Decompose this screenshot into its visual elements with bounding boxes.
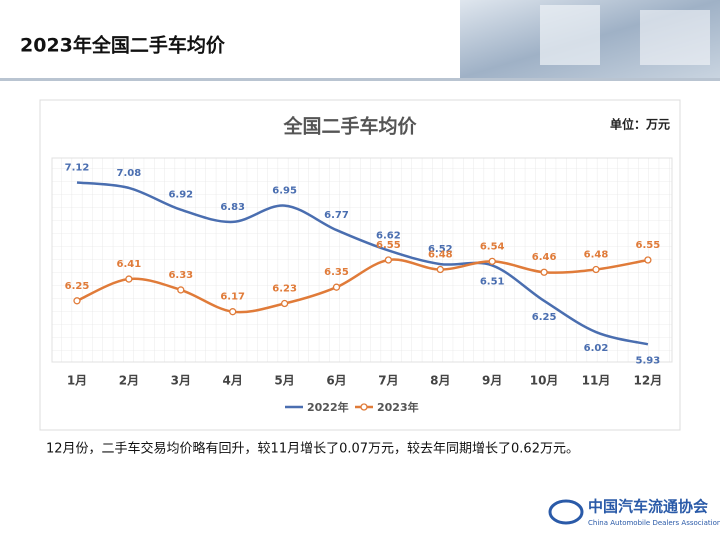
point-marker — [73, 297, 81, 305]
data-label: 6.02 — [584, 343, 609, 354]
x-tick-label: 6月 — [326, 374, 346, 388]
data-label: 6.46 — [532, 252, 557, 263]
data-label: 5.93 — [636, 355, 661, 366]
slide-title: 2023年全国二手车均价 — [20, 34, 226, 57]
logo-icon — [548, 499, 584, 525]
data-label: 6.77 — [324, 210, 349, 221]
data-label: 6.55 — [636, 240, 661, 251]
data-label: 6.55 — [376, 240, 401, 251]
x-tick-label: 2月 — [119, 374, 139, 388]
data-label: 6.41 — [117, 259, 142, 270]
legend-marker — [360, 403, 368, 411]
series-line — [76, 181, 649, 346]
data-label: 6.23 — [272, 284, 297, 295]
x-tick-label: 8月 — [430, 374, 450, 388]
x-tick-label: 9月 — [482, 374, 502, 388]
data-label: 7.08 — [117, 168, 142, 179]
data-label: 6.25 — [65, 281, 90, 292]
point-marker — [384, 256, 393, 264]
x-tick-label: 4月 — [223, 374, 243, 388]
x-tick-label: 1月 — [67, 374, 87, 388]
x-tick-label: 12月 — [634, 374, 663, 388]
header-rule — [0, 78, 720, 81]
point-marker — [592, 265, 600, 274]
data-label: 6.83 — [220, 202, 245, 213]
data-label: 6.33 — [168, 270, 193, 281]
data-label: 7.12 — [65, 162, 90, 173]
x-tick-label: 10月 — [530, 374, 559, 388]
point-marker — [125, 275, 133, 283]
x-tick-label: 5月 — [274, 374, 294, 388]
series-line — [76, 258, 649, 314]
point-marker — [644, 256, 652, 264]
data-label: 6.17 — [220, 292, 245, 303]
x-tick-label: 11月 — [582, 374, 611, 388]
point-marker — [436, 265, 444, 274]
note: 12月份，二手车交易均价略有回升，较11月增长了0.07万元，较去年同期增长了0… — [46, 441, 579, 457]
plot-grid — [51, 157, 673, 363]
point-marker — [177, 286, 185, 294]
point-marker — [540, 268, 548, 276]
data-label: 6.95 — [272, 186, 297, 197]
header-image — [640, 10, 710, 65]
point-marker — [229, 308, 237, 316]
data-label: 6.52 — [428, 244, 453, 255]
unit-label: 单位：万元 — [610, 117, 670, 132]
chart-title: 全国二手车均价 — [282, 115, 417, 138]
data-label: 6.51 — [480, 276, 505, 287]
point-marker — [488, 257, 496, 266]
logo-name: 中国汽车流通协会 — [588, 498, 708, 516]
x-tick-label: 7月 — [378, 374, 398, 388]
data-label: 6.92 — [168, 190, 193, 201]
legend-label: 2023年 — [377, 400, 419, 414]
data-label: 6.48 — [428, 250, 453, 261]
data-label: 6.35 — [324, 267, 349, 278]
legend-label: 2022年 — [307, 400, 349, 414]
data-label: 6.54 — [480, 241, 505, 252]
data-label: 6.48 — [584, 250, 609, 261]
data-label: 6.62 — [376, 230, 401, 241]
data-label: 6.25 — [532, 312, 557, 323]
header-image — [540, 5, 600, 65]
point-marker — [280, 299, 289, 308]
point-marker — [332, 283, 341, 291]
x-tick-label: 3月 — [171, 374, 191, 388]
logo-subtitle: China Automobile Dealers Association — [588, 519, 720, 527]
